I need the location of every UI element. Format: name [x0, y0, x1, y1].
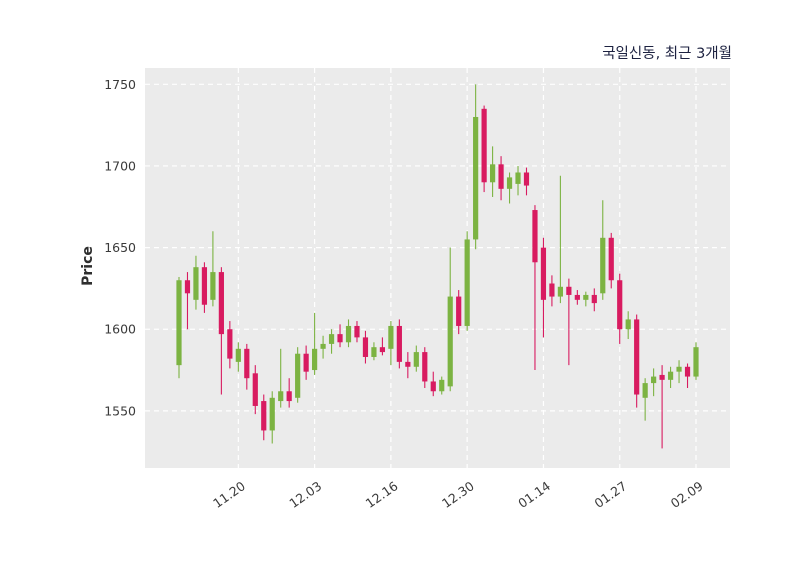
candle-body — [634, 319, 640, 395]
candle-body — [430, 381, 436, 392]
x-tick-label: 11.20 — [210, 478, 248, 511]
y-tick-label: 1550 — [104, 403, 136, 418]
candle-body — [227, 329, 233, 359]
candle-body — [608, 237, 614, 281]
candle-body — [676, 366, 682, 372]
candle-body — [235, 348, 241, 362]
y-tick-label: 1600 — [104, 322, 136, 337]
candle-body — [617, 280, 623, 330]
x-tick-label: 12.30 — [439, 478, 477, 511]
candle-body — [447, 296, 453, 387]
x-tick-label: 12.16 — [363, 478, 401, 511]
candle-body — [345, 325, 352, 343]
candle-body — [261, 401, 267, 431]
candle-body — [422, 352, 428, 382]
candle-body — [244, 348, 250, 379]
candle-body — [379, 347, 386, 353]
y-tick-label: 1700 — [104, 158, 136, 173]
candle-body — [464, 239, 470, 326]
candle-body — [312, 348, 318, 371]
candle-body — [532, 210, 538, 263]
candle-body — [405, 361, 411, 367]
candle-body — [667, 371, 674, 380]
candle-body — [371, 347, 377, 357]
candle-body — [515, 172, 521, 184]
candle-body — [549, 283, 555, 297]
candle-body — [456, 296, 462, 326]
candle-body — [252, 373, 258, 406]
plot-background — [145, 68, 730, 468]
candle-body — [473, 116, 479, 240]
candle-body — [337, 334, 343, 343]
candle-body — [218, 272, 224, 335]
candle-body — [523, 172, 530, 186]
candle-body — [651, 376, 657, 384]
candle-body — [557, 286, 563, 297]
candle-body — [684, 366, 691, 377]
candle-body — [591, 294, 597, 304]
candle-body — [286, 391, 292, 402]
candle-body — [642, 383, 648, 398]
candle-body — [193, 267, 199, 300]
candle-body — [201, 267, 208, 305]
candle-body — [295, 353, 301, 398]
x-tick-label: 02.09 — [668, 478, 706, 511]
x-tick-label: 01.27 — [592, 478, 630, 511]
candle-body — [320, 343, 326, 349]
candle-body — [176, 280, 182, 366]
candle-body — [184, 280, 191, 294]
candle-body — [625, 319, 631, 330]
candle-body — [489, 164, 496, 183]
candle-body — [413, 352, 419, 367]
candle-body — [328, 334, 335, 344]
candle-body — [659, 374, 665, 380]
candle-body — [506, 177, 513, 189]
candle-body — [303, 353, 309, 372]
candle-body — [439, 379, 445, 392]
y-tick-label: 1650 — [104, 240, 136, 255]
chart-title: 국일신동, 최근 3개월 — [602, 46, 732, 62]
candle-body — [354, 325, 360, 338]
candle-body — [210, 272, 216, 300]
candle-body — [481, 108, 487, 183]
x-tick-label: 01.14 — [515, 478, 553, 511]
candle-body — [583, 294, 589, 300]
candle-body — [396, 325, 402, 362]
candle-body — [388, 325, 394, 349]
candle-body — [566, 286, 572, 295]
candle-body — [278, 391, 284, 402]
x-tick-label: 12.03 — [286, 478, 324, 511]
candle-body — [498, 164, 504, 189]
candle-body — [574, 294, 580, 300]
y-tick-label: 1750 — [104, 77, 136, 92]
candle-body — [540, 247, 547, 300]
candle-body — [693, 347, 699, 377]
candle-body — [362, 337, 369, 357]
candle-body — [269, 397, 275, 431]
candle-body — [600, 237, 606, 294]
